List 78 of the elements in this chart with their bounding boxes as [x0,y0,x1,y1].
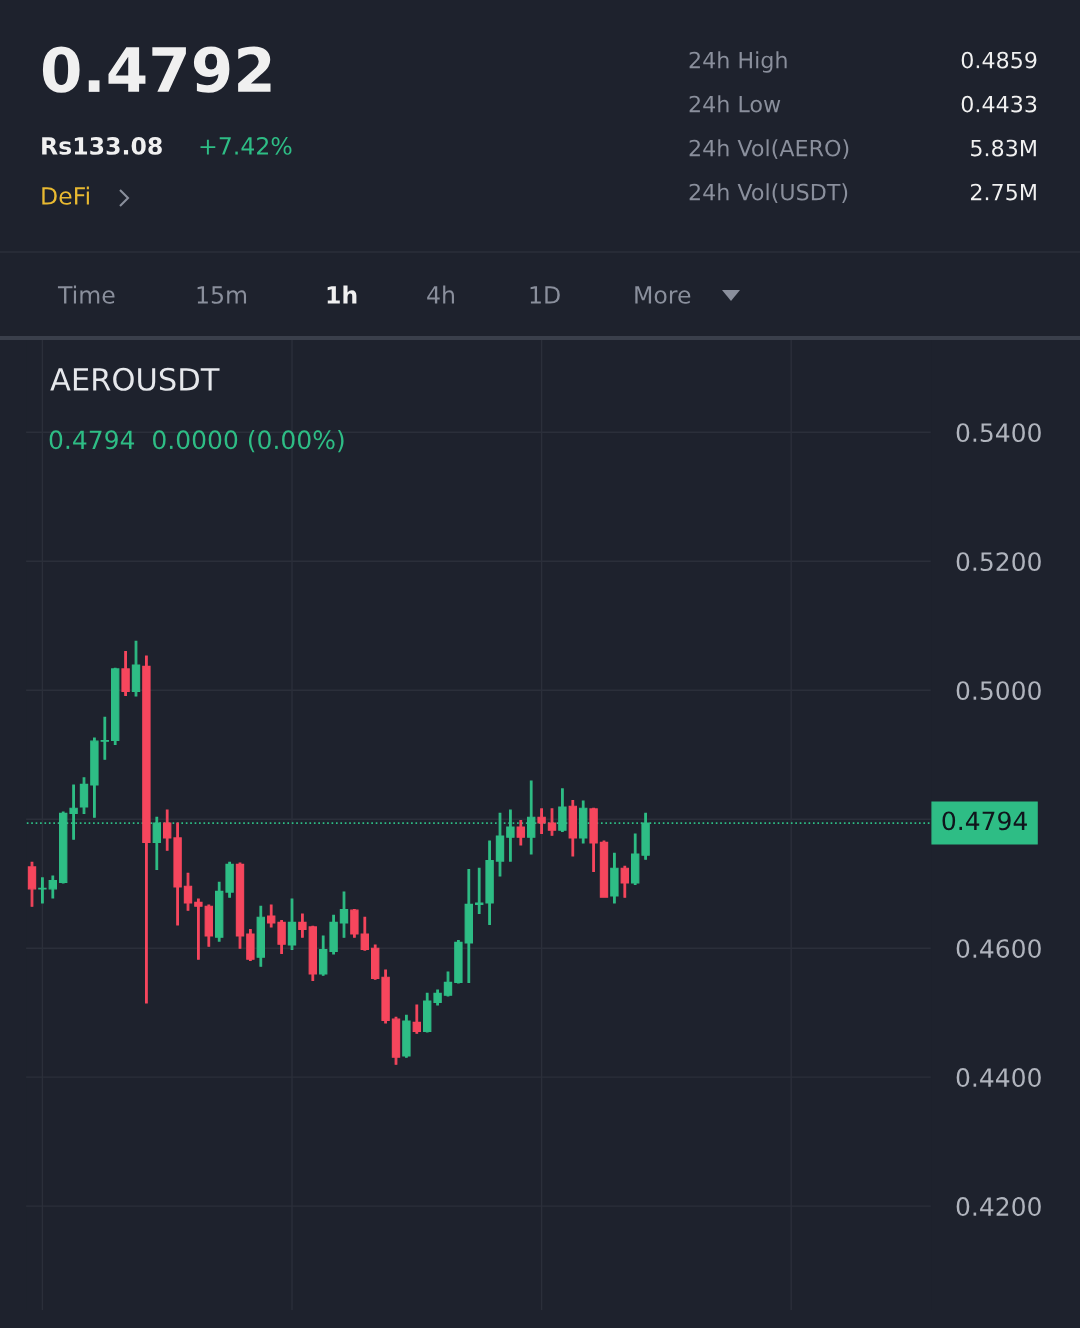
candlestick [308,925,317,981]
text: 24h High [689,51,787,73]
ref-line-label: 0.4794 [942,811,1027,831]
candlestick [142,655,151,1004]
candlestick [537,808,546,834]
text: 1D [530,286,560,304]
candlestick [163,809,172,851]
candlestick [412,1004,421,1034]
candlestick [246,928,255,961]
candlestick [298,913,307,938]
candlestick [464,868,473,983]
candlestick [610,852,619,904]
candlestick [38,877,47,904]
text: 1h [327,285,357,304]
text: 0.4794 0.0000 (0.00%) [49,429,344,453]
candlestick [319,935,328,976]
text: 24h Vol(AERO) [689,139,849,160]
candlestick [256,905,265,967]
candlestick [277,919,286,954]
text: 0.4792 [42,46,271,93]
candlestick [599,840,609,898]
y-tick-label: 0.5000 [956,681,1041,701]
candlestick [443,971,453,997]
candlestick [360,916,369,951]
candlestick [475,867,484,914]
text: 0.4433 [961,95,1037,113]
y-tick-label: 0.5400 [956,423,1041,443]
candlestick [173,822,182,926]
candlestick [329,914,338,955]
text: 24h Vol(USDT) [689,183,848,204]
candlestick [111,667,120,745]
text: Rs133.08 [42,136,162,155]
candlestick [48,875,57,899]
text: More [635,286,691,304]
text: 0.4859 [961,51,1037,69]
candlestick [27,861,37,907]
candlestick [402,1014,411,1058]
candlestick [215,881,224,942]
text: Time [57,285,115,304]
candlestick [589,807,598,872]
candlestick [631,833,640,885]
candlestick [79,777,89,814]
candlestick [454,939,463,984]
candlestick [121,650,130,696]
candlestick [287,898,297,951]
candlestick [204,904,213,947]
y-tick-label: 0.5200 [956,552,1041,572]
candlestick [485,840,494,925]
candlestick [371,944,380,980]
candlestick [183,872,193,911]
candlestick [516,819,525,846]
y-tick-label: 0.4600 [956,939,1041,959]
candlestick [568,799,577,857]
y-tick-label: 0.4200 [956,1197,1041,1217]
text: AEROUSDT [50,367,220,391]
text: 24h Low [689,95,781,113]
candlestick [391,1016,401,1065]
candlestick [350,908,359,938]
candlestick [423,992,432,1033]
candlestick [381,969,390,1024]
text: DeFi [42,186,89,205]
text: 5.83M [971,139,1036,157]
candlestick [100,716,109,760]
text: +7.42% [200,136,292,155]
y-tick-label: 0.4400 [956,1068,1041,1088]
candlestick [620,865,629,898]
candlestick [547,808,557,836]
candlestick [235,862,245,949]
text: 4h [427,285,454,304]
candlestick [495,812,505,877]
candlestick [90,737,99,818]
text: 2.75M [970,183,1036,201]
candlestick [194,898,203,960]
candlestick [131,640,141,697]
candlestick [433,989,442,1006]
candlestick [267,904,276,928]
candlestick [225,861,234,898]
text: 15m [197,286,247,304]
